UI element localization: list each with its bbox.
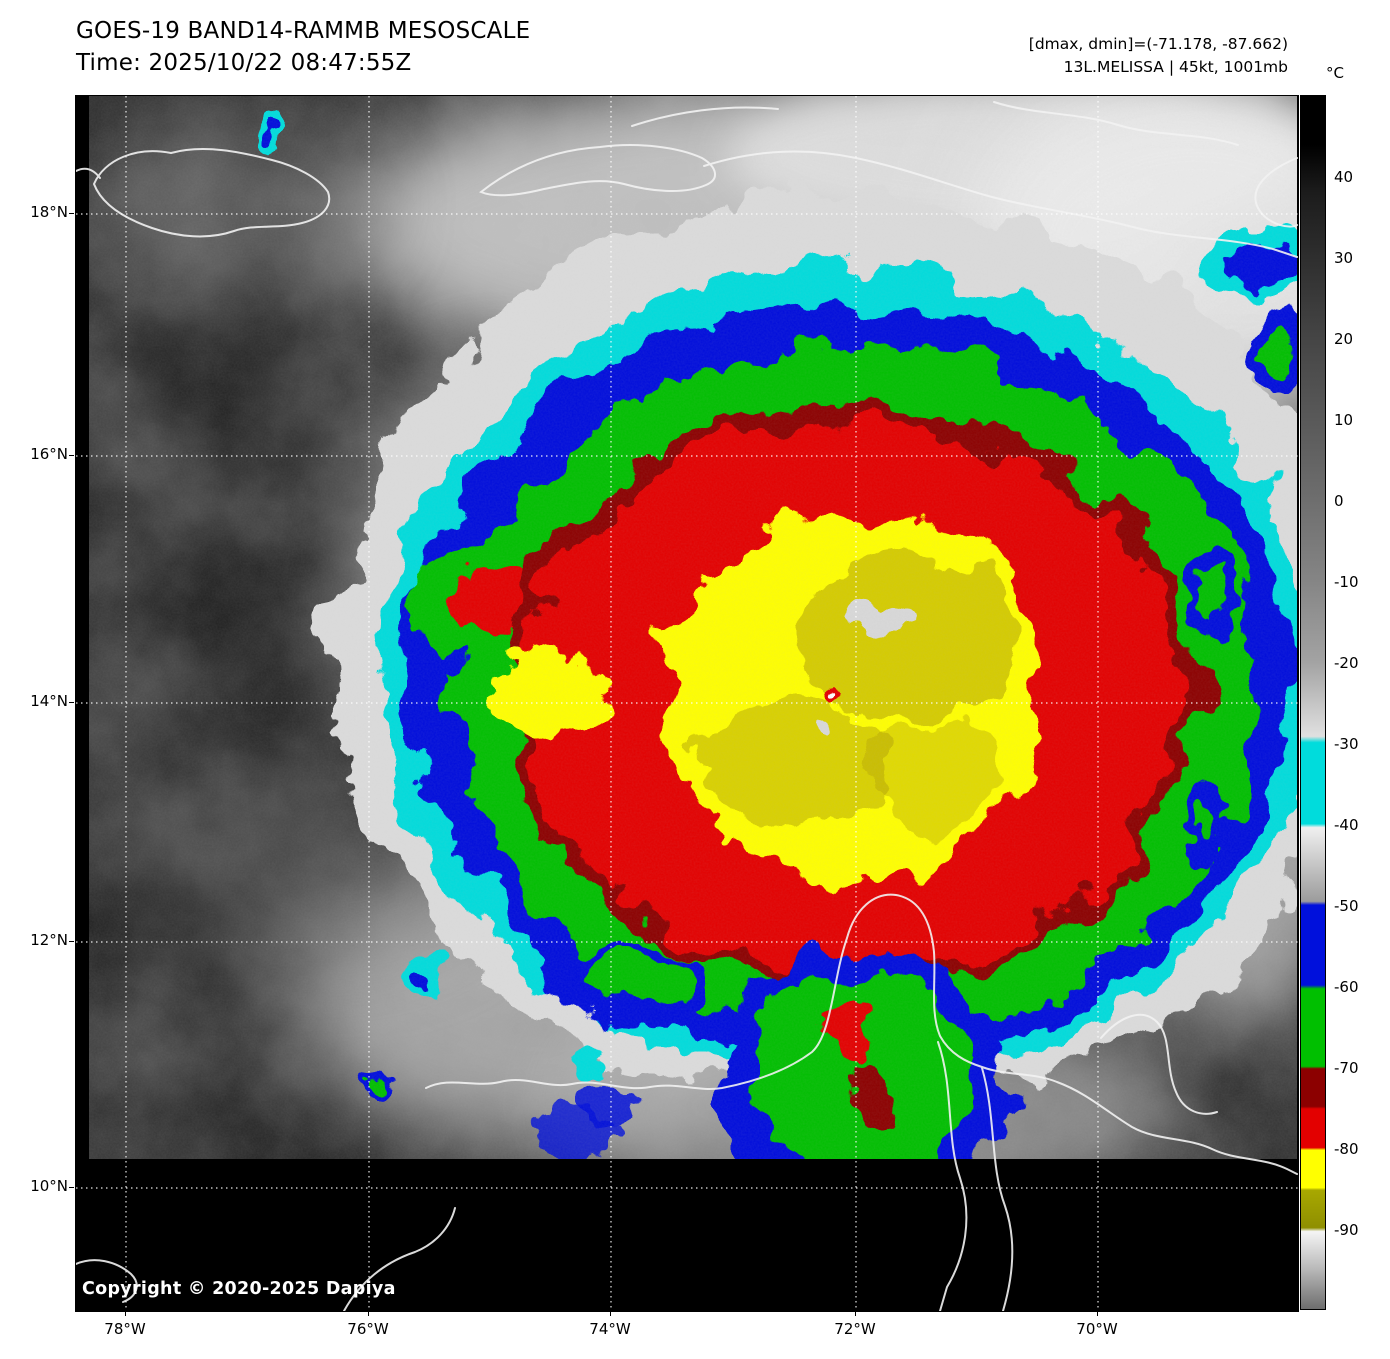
colorbar-tick: -70	[1334, 1059, 1359, 1077]
lon-label: 70°W	[1076, 1320, 1118, 1338]
colorbar-tick: -80	[1334, 1140, 1359, 1158]
colorbar-tick: 10	[1334, 411, 1354, 429]
colorbar-tick: -60	[1334, 978, 1359, 996]
lat-label: 14°N	[30, 692, 68, 710]
colorbar-tick: -30	[1334, 735, 1359, 753]
lon-label: 76°W	[347, 1320, 389, 1338]
storm-intensity-readout: 13L.MELISSA | 45kt, 1001mb	[1063, 58, 1288, 76]
x-axis-tick	[125, 1311, 126, 1316]
x-axis-tick	[610, 1311, 611, 1316]
satellite-data-region	[89, 96, 1297, 1159]
satellite-image	[75, 96, 1298, 1312]
y-axis-tick	[69, 702, 74, 703]
lat-label: 10°N	[30, 1177, 68, 1195]
page-title: GOES-19 BAND14-RAMMB MESOSCALE	[76, 18, 531, 44]
x-axis-tick	[1097, 1311, 1098, 1316]
colorbar-tick: -40	[1334, 816, 1359, 834]
colorbar-unit-label: °C	[1326, 64, 1344, 82]
y-axis-tick	[69, 941, 74, 942]
lat-label: 16°N	[30, 445, 68, 463]
temperature-colorbar	[1300, 95, 1326, 1310]
colorbar-tick: 30	[1334, 249, 1354, 267]
y-axis-tick	[69, 1187, 74, 1188]
x-axis-tick	[368, 1311, 369, 1316]
copyright-text: Copyright © 2020-2025 Dapiya	[82, 1279, 396, 1299]
lon-label: 72°W	[834, 1320, 876, 1338]
graticule-gridlines	[76, 96, 1298, 1311]
colorbar-tick: 20	[1334, 330, 1354, 348]
lat-label: 12°N	[30, 931, 68, 949]
y-axis-tick	[69, 455, 74, 456]
coastlines	[75, 101, 1298, 1312]
x-axis-tick	[855, 1311, 856, 1316]
lon-label: 74°W	[589, 1320, 631, 1338]
colorbar-tick: -50	[1334, 897, 1359, 915]
lat-label: 18°N	[30, 203, 68, 221]
y-axis-tick	[69, 213, 74, 214]
dmax-dmin-readout: [dmax, dmin]=(-71.178, -87.662)	[1028, 35, 1288, 53]
timestamp: Time: 2025/10/22 08:47:55Z	[76, 50, 412, 76]
satellite-map	[75, 95, 1299, 1312]
colorbar-tick: 40	[1334, 168, 1354, 186]
storm-info-block: [dmax, dmin]=(-71.178, -87.662) 13L.MELI…	[1029, 33, 1288, 79]
colorbar-tick: 0	[1334, 492, 1344, 510]
colorbar-tick: -10	[1334, 573, 1359, 591]
colorbar-tick: -20	[1334, 654, 1359, 672]
colorbar-tick: -90	[1334, 1221, 1359, 1239]
lon-label: 78°W	[104, 1320, 146, 1338]
